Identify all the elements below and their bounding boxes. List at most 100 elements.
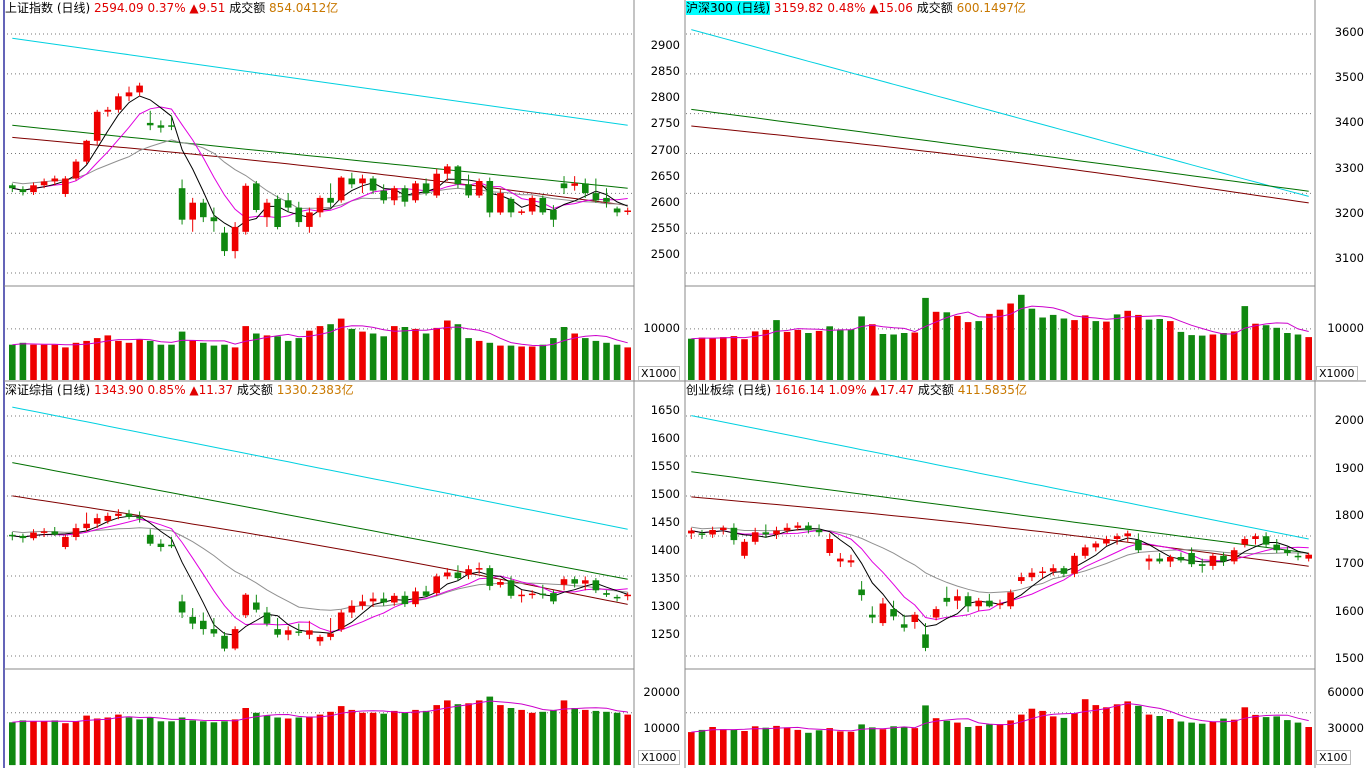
panel-header: 深证综指 (日线) 1343.90 0.85% ▲11.37 成交额 1330.…	[5, 383, 354, 397]
volume-bar	[380, 713, 387, 765]
candle-body	[369, 178, 377, 191]
volume-bar	[762, 329, 770, 380]
candle-body	[178, 601, 186, 613]
candle-body	[720, 527, 727, 530]
candle-body	[465, 569, 472, 575]
candle-body	[168, 125, 175, 127]
candle-body	[263, 202, 271, 218]
volume-bar	[51, 344, 59, 380]
candle-body	[210, 217, 218, 222]
volume-bar	[104, 717, 112, 765]
candle-body	[1241, 539, 1249, 545]
price-axis-label: 2750	[650, 116, 680, 131]
candle-body	[83, 140, 90, 162]
volume-bar	[83, 715, 90, 765]
candle-body	[1113, 536, 1121, 539]
volume-bar	[826, 326, 833, 380]
volume-bar	[518, 709, 525, 765]
volume-bar	[1220, 718, 1227, 765]
volume-bar	[730, 336, 738, 380]
volume-bar	[1284, 333, 1291, 380]
volume-bar	[847, 731, 855, 766]
candle-body	[1284, 550, 1291, 553]
price-axis-label: 1300	[650, 599, 680, 614]
volume-bar	[900, 727, 908, 765]
candle-body	[560, 579, 568, 585]
candle-body	[847, 560, 855, 563]
turnover-amount: 1330.2383亿	[276, 383, 354, 397]
candle-body	[348, 605, 356, 613]
volume-bar	[1049, 716, 1057, 765]
volume-bar	[146, 717, 154, 765]
last-price: 3159.82	[773, 1, 824, 15]
candle-body	[592, 193, 600, 201]
volume-bar	[943, 720, 951, 765]
candle-body	[1252, 536, 1259, 539]
volume-bar	[253, 333, 260, 380]
candle-body	[837, 558, 844, 562]
volume-ma-line	[691, 305, 1309, 340]
candle-body	[911, 614, 919, 622]
candle-body	[327, 197, 334, 203]
ma-line-ma10	[12, 518, 628, 633]
candle-body	[231, 226, 239, 252]
volume-bar	[210, 345, 218, 380]
volume-bar	[210, 722, 218, 766]
price-axis-label: 1500	[650, 487, 680, 502]
ma-line-ma20	[12, 527, 628, 611]
volume-bar	[19, 720, 27, 765]
volume-bar	[465, 338, 472, 380]
volume-bar	[295, 717, 303, 765]
point-change: ▲11.37	[189, 383, 234, 397]
candle-body	[210, 629, 218, 634]
candle-body	[200, 620, 207, 630]
volume-bar	[954, 722, 961, 765]
volume-bar	[794, 729, 802, 765]
volume-bar	[1241, 306, 1249, 380]
index-name[interactable]: 沪深300 (日线)	[686, 1, 771, 15]
index-name[interactable]: 深证综指 (日线)	[5, 383, 91, 397]
volume-bar	[847, 329, 855, 380]
volume-bar	[1039, 710, 1046, 765]
volume-bar	[1220, 333, 1227, 380]
volume-bar	[1124, 701, 1131, 765]
price-axis-label: 1600	[650, 431, 680, 446]
volume-bar	[751, 331, 759, 380]
volume-bar	[454, 324, 462, 380]
volume-bar	[1167, 321, 1174, 380]
candle-body	[433, 173, 440, 196]
candle-body	[337, 177, 345, 201]
candle-body	[1049, 568, 1057, 572]
volume-bar	[337, 706, 345, 765]
candle-body	[986, 600, 993, 607]
volume-bar	[1305, 337, 1312, 380]
candle-body	[231, 629, 239, 649]
right-axis-label: 1800	[1334, 508, 1364, 523]
candle-body	[497, 193, 504, 213]
volume-ma-line	[691, 702, 1309, 733]
candle-body	[1188, 553, 1195, 565]
right-volume-unit-label: X100	[1316, 750, 1351, 765]
price-axis-label: 2500	[650, 246, 680, 261]
candle-body	[900, 624, 908, 628]
volume-bar	[805, 333, 812, 380]
index-name[interactable]: 上证指数 (日线)	[5, 1, 91, 15]
candle-body	[1177, 557, 1185, 561]
candle-body	[1028, 572, 1036, 578]
volume-bar	[688, 732, 695, 765]
right-axis-label: 3400	[1334, 115, 1364, 130]
candle-body	[242, 594, 249, 616]
index-name[interactable]: 创业板综 (日线)	[686, 383, 772, 397]
price-axis-label: 2700	[650, 142, 680, 157]
volume-bar	[1071, 713, 1078, 765]
candle-body	[815, 530, 823, 533]
candle-body	[284, 630, 292, 635]
volume-bar	[826, 728, 833, 765]
volume-bar	[51, 720, 59, 765]
candle-body	[40, 181, 48, 186]
volume-bar	[539, 711, 547, 765]
volume-bar	[412, 709, 419, 765]
right-axis-label: 2000	[1334, 412, 1364, 427]
candle-body	[401, 595, 409, 605]
